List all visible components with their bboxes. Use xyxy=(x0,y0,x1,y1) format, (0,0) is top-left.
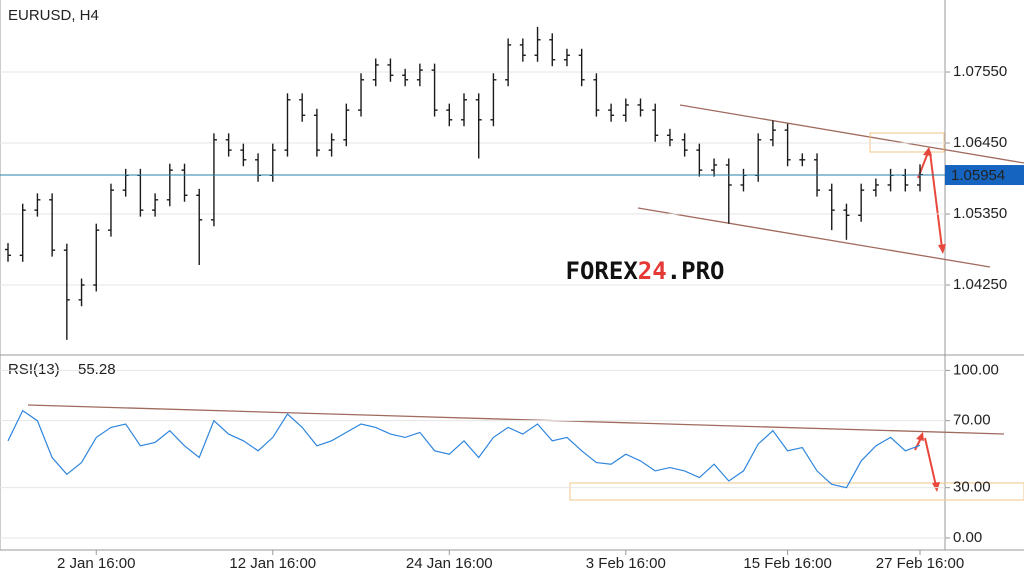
trend-line xyxy=(637,207,991,268)
arrow-head xyxy=(916,432,924,441)
indicator-title: RSI(13) xyxy=(8,361,60,378)
arrow-head xyxy=(938,244,946,254)
y-tick-label: 70.00 xyxy=(953,412,991,429)
x-tick-label: 2 Jan 16:00 xyxy=(57,555,135,572)
arrow xyxy=(929,151,943,249)
y-tick-label: 100.00 xyxy=(953,361,999,378)
indicator-value: 55.28 xyxy=(78,361,116,378)
watermark-part: FOREX xyxy=(566,257,639,285)
y-tick-label: 1.04250 xyxy=(953,276,1007,293)
arrow-head xyxy=(932,482,940,492)
x-tick-label: 3 Feb 16:00 xyxy=(586,555,666,572)
watermark: FOREX24.PRO xyxy=(566,257,725,285)
x-tick-label: 12 Jan 16:00 xyxy=(229,555,316,572)
y-tick-label: 1.05350 xyxy=(953,205,1007,222)
x-tick-label: 15 Feb 16:00 xyxy=(743,555,831,572)
y-tick-label: 1.06450 xyxy=(953,134,1007,151)
x-tick-label: 24 Jan 16:00 xyxy=(406,555,493,572)
current-price-label: 1.05954 xyxy=(951,167,1005,184)
watermark-part: 24 xyxy=(638,257,667,285)
trend-line xyxy=(679,104,1024,164)
y-tick-label: 0.00 xyxy=(953,529,982,546)
rsi-line xyxy=(7,409,921,489)
y-tick-label: 1.07550 xyxy=(953,63,1007,80)
x-tick-label: 27 Feb 16:00 xyxy=(876,555,964,572)
target-box xyxy=(869,132,945,153)
current-price-badge xyxy=(945,165,1024,186)
target-box xyxy=(569,482,1024,501)
chart-title: EURUSD, H4 xyxy=(8,7,99,24)
watermark-part: .PRO xyxy=(667,257,725,285)
arrow xyxy=(924,437,937,487)
trend-line xyxy=(27,404,1005,435)
y-tick-label: 30.00 xyxy=(953,479,991,496)
